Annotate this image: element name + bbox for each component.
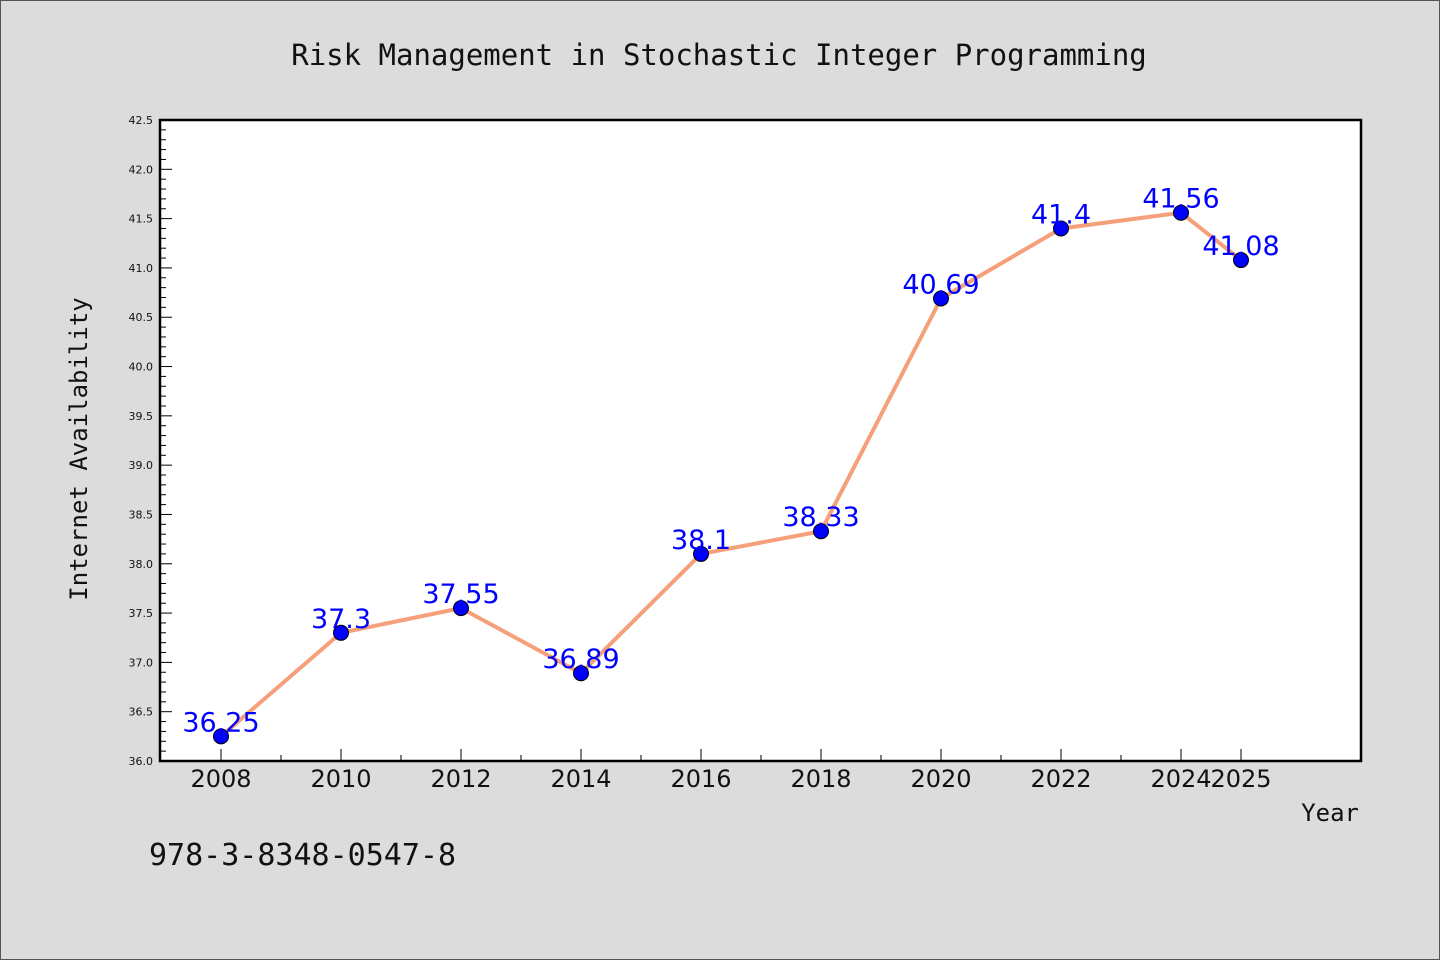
y-tick-label: 42.5	[129, 114, 154, 127]
x-tick-label: 2012	[430, 765, 491, 793]
series-line	[219, 210, 1243, 739]
y-tick-label: 37.5	[129, 607, 154, 620]
data-label: 36.25	[182, 707, 259, 738]
y-tick-label: 37.0	[129, 656, 154, 669]
y-tick-label: 39.0	[129, 459, 154, 472]
data-label: 41.56	[1142, 184, 1219, 215]
data-point	[1053, 220, 1069, 237]
data-label: 38.1	[671, 525, 731, 556]
y-tick-label: 36.0	[129, 755, 154, 768]
data-label: 41.4	[1031, 199, 1091, 230]
x-tick-label: 2024	[1150, 765, 1211, 793]
series-line-group	[219, 210, 1243, 739]
y-tick-label: 41.5	[129, 213, 154, 226]
data-point	[573, 665, 589, 682]
marker-group	[213, 204, 1249, 745]
y-tick-label: 36.5	[129, 706, 154, 719]
y-axis: 36.0 36.5 37.0 37.5 38.0 38.5 39.0 39.5 40.0 40.5…	[129, 114, 172, 768]
x-tick-label: 2020	[910, 765, 971, 793]
y-axis-label: Internet Availability	[65, 297, 93, 600]
x-tick-label: 2025	[1210, 765, 1271, 793]
x-tick-label: 2016	[670, 765, 731, 793]
x-axis-label: Year	[1301, 799, 1359, 827]
y-tick-label: 38.0	[129, 558, 154, 571]
y-tick-label: 40.5	[129, 311, 154, 324]
data-label: 40.69	[902, 269, 979, 300]
data-point	[1173, 204, 1189, 221]
y-tick-label: 40.0	[129, 361, 154, 374]
data-point	[1233, 252, 1249, 269]
y-tick-label: 42.0	[129, 163, 154, 176]
data-point	[333, 624, 349, 641]
plot-area	[158, 118, 1363, 763]
data-point	[453, 600, 469, 617]
data-point	[813, 523, 829, 540]
x-tick-label: 2014	[550, 765, 611, 793]
data-label: 38.33	[782, 502, 859, 533]
data-label: 36.89	[542, 644, 619, 675]
isbn-text: 978-3-8348-0547-8	[149, 838, 456, 873]
data-label: 37.55	[422, 579, 499, 610]
x-tick-label: 2008	[190, 765, 251, 793]
x-tick-label: 2022	[1030, 765, 1091, 793]
y-tick-label: 41.0	[129, 262, 154, 275]
data-point	[693, 545, 709, 562]
data-label-group: 36.25 37.3 37.55 36.89 38.1 38.33 40.69 41.4 41.…	[182, 184, 1279, 739]
data-label: 37.3	[311, 604, 371, 635]
data-point	[213, 728, 229, 745]
y-tick-label: 38.5	[129, 508, 154, 521]
data-point	[933, 290, 949, 307]
data-label: 41.08	[1202, 231, 1279, 262]
y-tick-label: 39.5	[129, 410, 154, 423]
chart-title: Risk Management in Stochastic Integer Pr…	[291, 38, 1147, 72]
x-tick-label: 2018	[790, 765, 851, 793]
x-tick-label: 2010	[310, 765, 371, 793]
